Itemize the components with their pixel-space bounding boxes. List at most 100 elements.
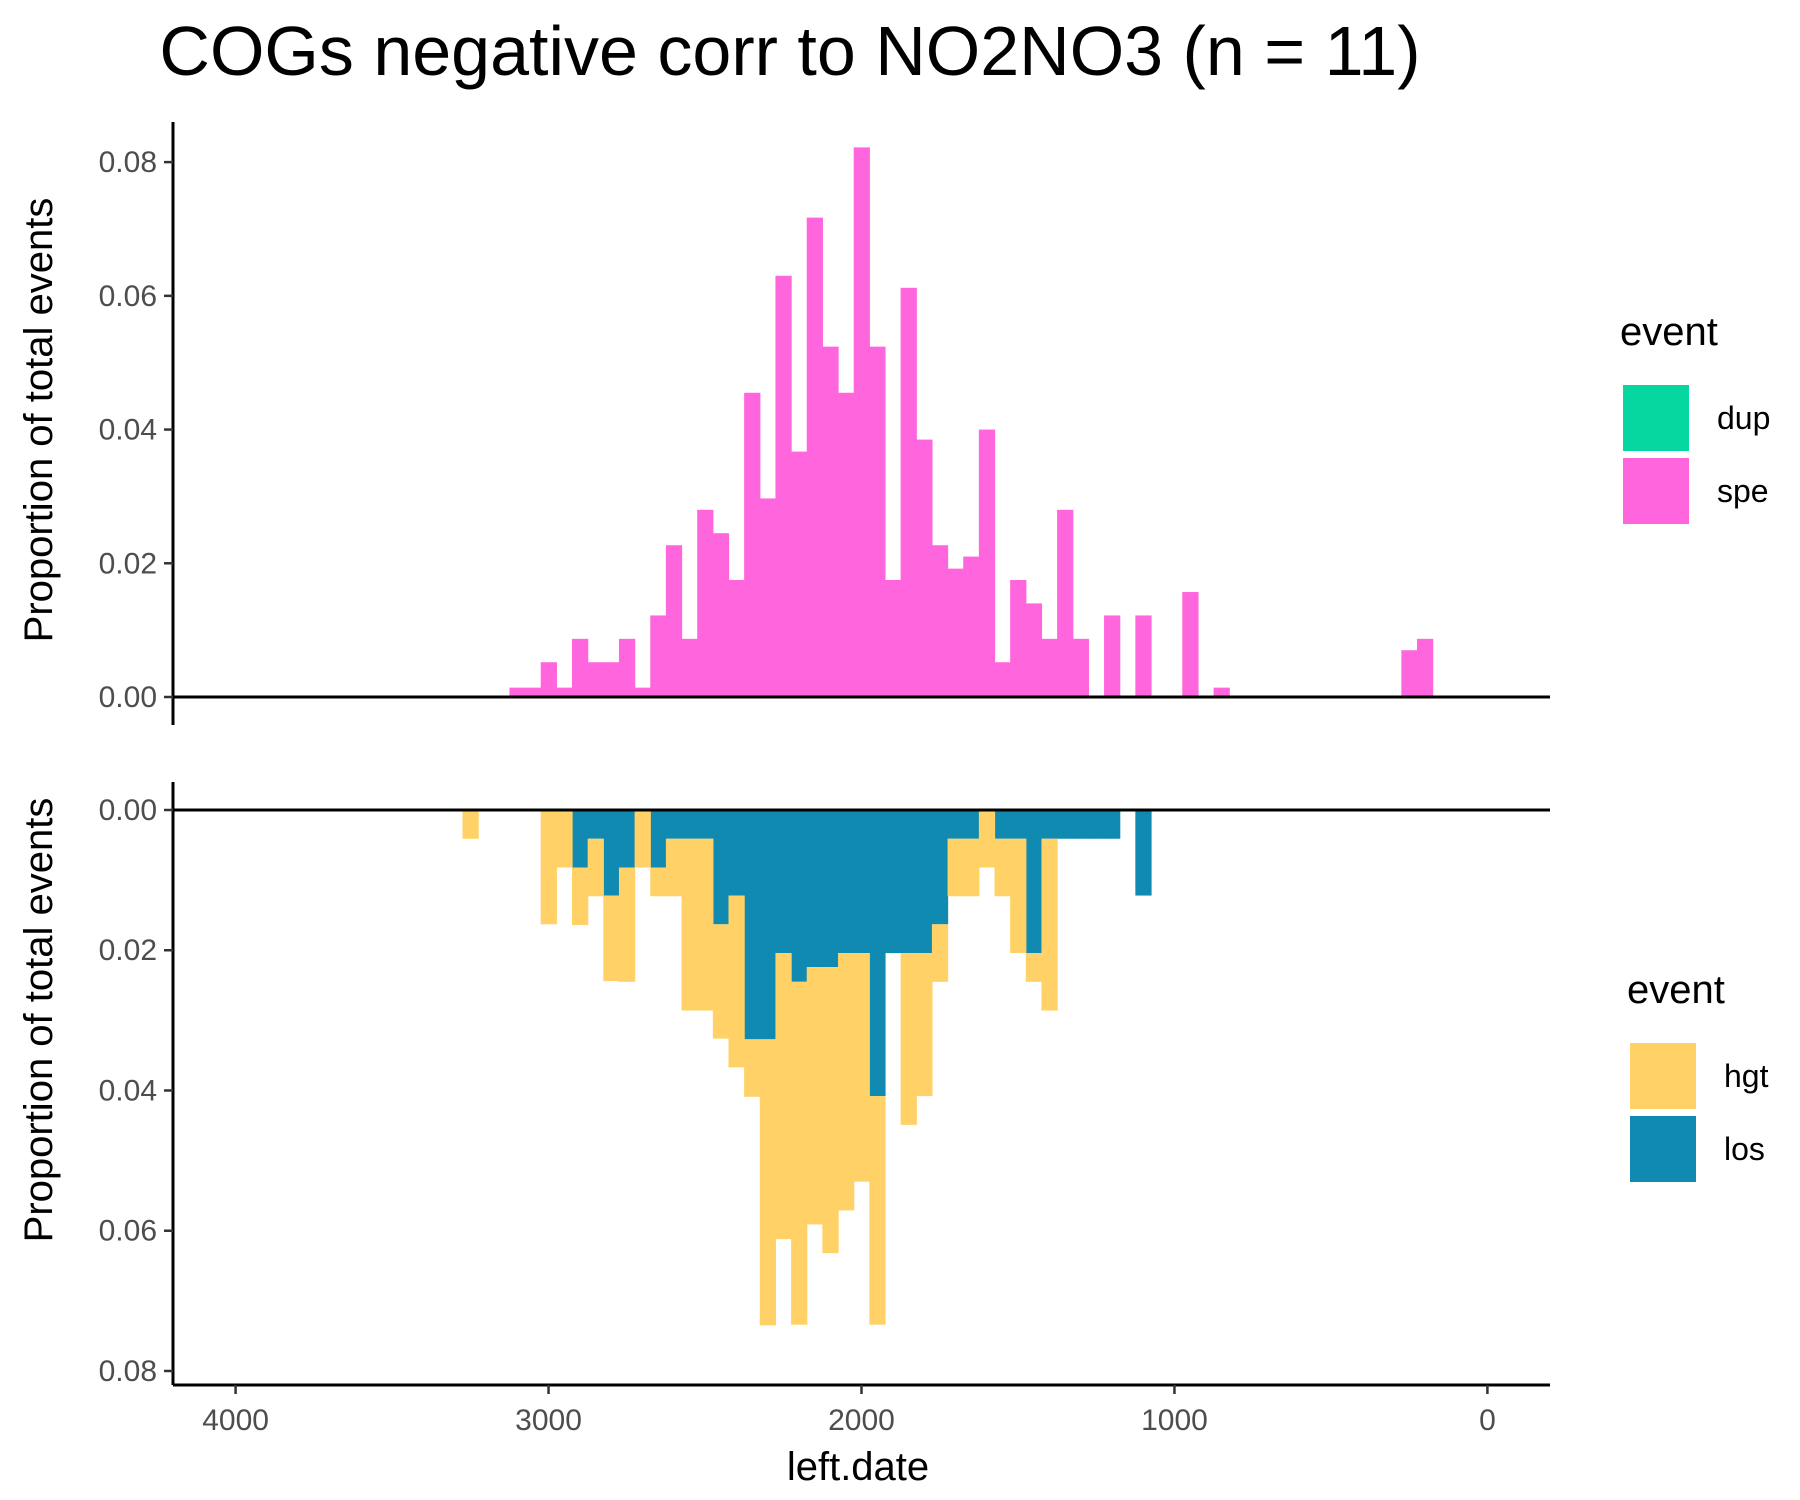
bar-spe bbox=[603, 662, 620, 697]
x-tick-label: 1000 bbox=[1141, 1404, 1208, 1437]
bar-spe bbox=[1057, 509, 1074, 697]
bar-hgt bbox=[744, 1039, 761, 1097]
legend-title: event bbox=[1627, 968, 1725, 1012]
bar-los bbox=[759, 810, 777, 1040]
bar-spe bbox=[978, 429, 996, 697]
bar-hgt bbox=[822, 967, 839, 1254]
x-tick-label: 3000 bbox=[515, 1404, 582, 1437]
bar-spe bbox=[681, 638, 698, 697]
bar-los bbox=[884, 810, 902, 954]
legend-key-spe bbox=[1623, 458, 1689, 524]
bar-los bbox=[681, 810, 698, 839]
bar-hgt bbox=[650, 867, 667, 897]
bar-los bbox=[931, 810, 949, 925]
bar-spe bbox=[1041, 638, 1058, 697]
bar-los bbox=[853, 810, 870, 954]
legend-label-hgt: hgt bbox=[1724, 1058, 1769, 1094]
bar-spe bbox=[822, 346, 839, 697]
bar-hgt bbox=[947, 838, 964, 897]
bar-spe bbox=[916, 439, 933, 697]
x-axis-title: left.date bbox=[787, 1445, 929, 1489]
bar-hgt bbox=[1010, 838, 1027, 954]
y-tick-label: 0.06 bbox=[99, 1215, 157, 1248]
bar-spe bbox=[587, 662, 604, 697]
bar-hgt bbox=[900, 953, 917, 1125]
bar-hgt bbox=[775, 953, 792, 1240]
bar-spe bbox=[1010, 579, 1027, 697]
top-panel: 0.00 0.02 0.04 0.06 0.08 bbox=[99, 122, 1550, 725]
bar-spe bbox=[759, 498, 777, 697]
legend-top: event dup spe bbox=[1620, 310, 1770, 524]
bar-los bbox=[572, 810, 589, 868]
bar-los bbox=[900, 810, 917, 954]
bar-los bbox=[1010, 810, 1027, 839]
bar-spe bbox=[572, 638, 589, 697]
bar-spe bbox=[712, 533, 730, 697]
bar-los bbox=[916, 810, 933, 954]
bar-spe bbox=[900, 287, 917, 697]
bar-spe bbox=[806, 217, 823, 698]
bar-los bbox=[744, 810, 761, 1040]
bar-hgt bbox=[869, 1096, 886, 1325]
y-tick-label: 0.04 bbox=[99, 1074, 157, 1107]
bar-los bbox=[838, 810, 855, 954]
bar-los bbox=[603, 810, 620, 896]
bar-los bbox=[1135, 810, 1152, 896]
bar-los bbox=[1072, 810, 1089, 839]
bar-hgt bbox=[994, 838, 1011, 897]
y-tick-label: 0.08 bbox=[99, 146, 157, 179]
x-tick-label: 0 bbox=[1479, 1404, 1496, 1437]
bar-los bbox=[822, 810, 839, 968]
bar-spe bbox=[744, 392, 761, 697]
bar-los bbox=[587, 810, 604, 839]
bar-spe bbox=[1401, 650, 1418, 697]
bar-los bbox=[697, 810, 714, 839]
bar-los bbox=[618, 810, 636, 868]
y-axis-title-top: Proportion of total events bbox=[17, 198, 61, 643]
bar-spe bbox=[791, 451, 808, 697]
bar-spe bbox=[728, 579, 745, 697]
bar-hgt bbox=[712, 924, 730, 1039]
y-tick-label: 0.04 bbox=[99, 414, 157, 447]
x-tick-label: 2000 bbox=[828, 1404, 895, 1437]
bar-hgt bbox=[556, 810, 573, 868]
bar-spe bbox=[853, 147, 870, 697]
bar-los bbox=[1025, 810, 1043, 954]
bar-spe bbox=[697, 509, 714, 697]
bar-spe bbox=[947, 568, 964, 697]
bar-hgt bbox=[791, 981, 808, 1325]
bar-los bbox=[869, 810, 886, 1097]
y-tick-label: 0.02 bbox=[99, 934, 157, 967]
y-axis-title-bottom: Proportion of total events bbox=[17, 798, 61, 1243]
bar-los bbox=[1088, 810, 1105, 839]
legend-title: event bbox=[1620, 310, 1718, 354]
legend-label-dup: dup bbox=[1717, 400, 1770, 436]
bar-spe bbox=[509, 687, 526, 697]
bar-los bbox=[963, 810, 980, 839]
legend-key-hgt bbox=[1630, 1043, 1696, 1109]
legend-key-los bbox=[1630, 1116, 1696, 1182]
y-tick-label: 0.00 bbox=[99, 794, 157, 827]
bar-hgt bbox=[759, 1039, 777, 1326]
bar-spe bbox=[1025, 603, 1043, 697]
bar-hgt bbox=[572, 867, 589, 925]
bar-spe bbox=[1416, 638, 1434, 697]
bar-spe bbox=[1104, 615, 1121, 697]
bar-spe bbox=[650, 615, 667, 697]
legend-bottom: event hgt los bbox=[1627, 968, 1769, 1182]
bar-spe bbox=[1182, 592, 1199, 697]
bar-los bbox=[1041, 810, 1058, 839]
bar-spe bbox=[838, 392, 855, 697]
bar-hgt bbox=[1025, 953, 1043, 982]
bar-hgt bbox=[963, 838, 980, 897]
x-tick-label: 4000 bbox=[202, 1404, 269, 1437]
bar-los bbox=[1104, 810, 1121, 839]
bar-los bbox=[728, 810, 745, 896]
bar-hgt bbox=[916, 953, 933, 1097]
bar-hgt bbox=[634, 810, 651, 868]
bar-spe bbox=[525, 687, 542, 697]
bar-hgt bbox=[728, 895, 745, 1068]
bar-los bbox=[994, 810, 1011, 839]
legend-label-spe: spe bbox=[1717, 473, 1769, 509]
